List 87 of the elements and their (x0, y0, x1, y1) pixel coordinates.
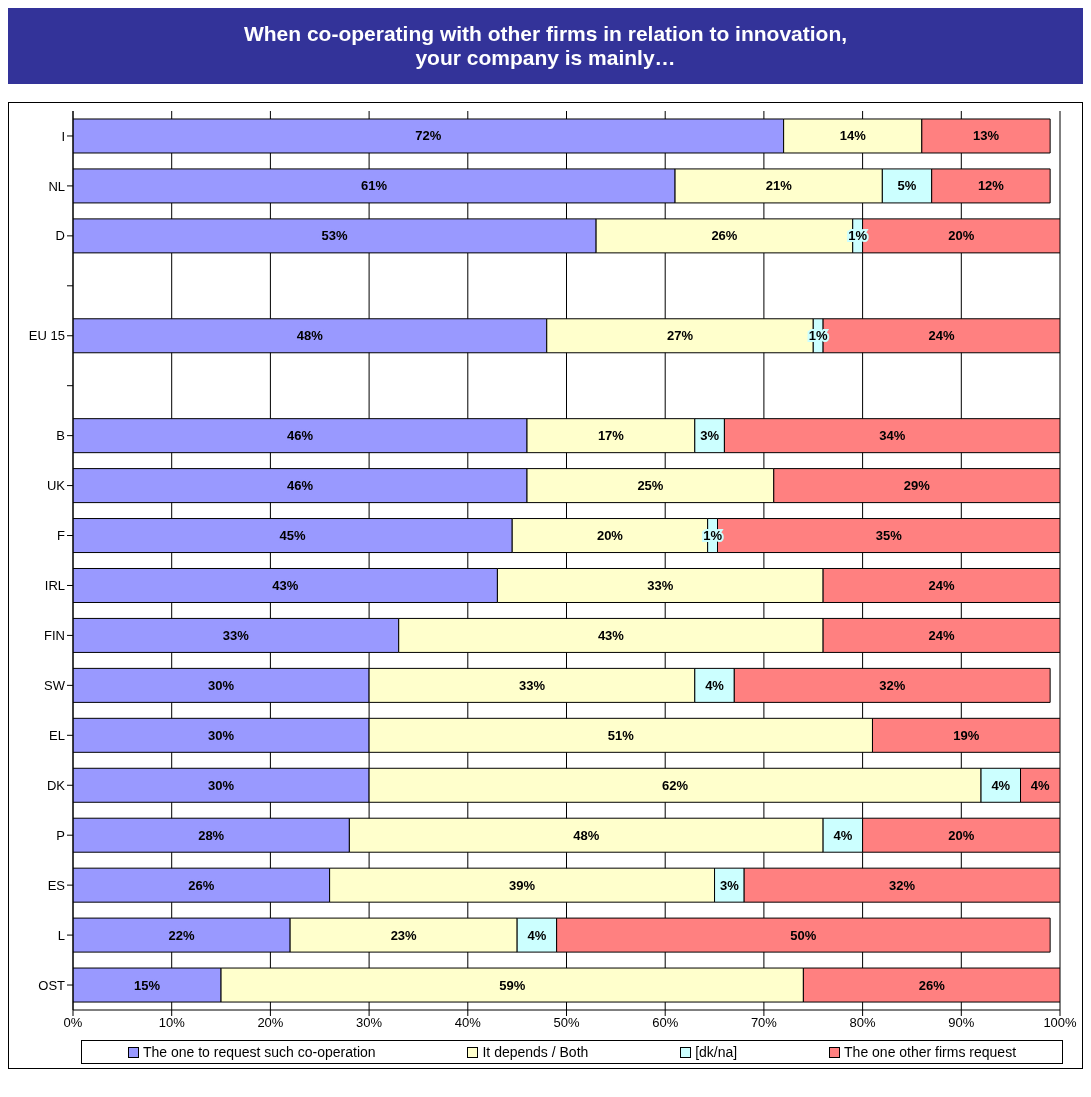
x-tick-label: 50% (553, 1015, 580, 1031)
data-label: 32% (889, 877, 916, 893)
data-label: 4% (1030, 777, 1051, 793)
legend-label: The one other firms request (843, 1044, 1017, 1060)
data-label: 5% (897, 178, 917, 194)
data-label: 30% (208, 677, 235, 693)
data-label: 20% (948, 827, 975, 843)
y-tick-label: B (56, 428, 65, 444)
data-label: 3% (719, 877, 740, 893)
data-label: 33% (222, 627, 250, 643)
data-label: 30% (208, 727, 235, 743)
y-tick-label: SW (44, 677, 66, 693)
data-label: 46% (286, 478, 314, 494)
data-label: 48% (573, 827, 600, 843)
data-label: 21% (765, 178, 793, 194)
y-tick-label: DK (46, 777, 66, 793)
x-tick-label: 40% (454, 1015, 482, 1031)
y-tick-label: I (61, 128, 65, 144)
data-label: 26% (188, 877, 215, 893)
data-label: 20% (948, 228, 975, 244)
y-tick-label: NL (48, 178, 65, 194)
data-label: 4% (833, 827, 853, 843)
data-label: 20% (596, 528, 624, 544)
x-tick-label: 0% (63, 1015, 83, 1031)
x-tick-label: 70% (750, 1015, 778, 1031)
data-label: 29% (903, 478, 931, 494)
data-label: 25% (637, 478, 664, 494)
y-tick-label: P (56, 827, 65, 843)
data-label: 13% (972, 128, 1000, 144)
data-label: 24% (928, 328, 955, 344)
x-tick-label: 30% (356, 1015, 383, 1031)
data-label: 22% (168, 927, 196, 943)
data-label: 23% (390, 927, 418, 943)
data-label: 45% (279, 528, 307, 544)
y-tick-label: UK (46, 478, 66, 494)
data-label: 43% (597, 627, 625, 643)
data-label: 48% (296, 328, 324, 344)
x-tick-label: 80% (849, 1015, 877, 1031)
data-label: 3% (700, 428, 720, 444)
y-tick-label: ES (47, 877, 66, 893)
legend-label: [dk/na] (694, 1044, 738, 1060)
data-label: 72% (415, 128, 442, 144)
data-label: 46% (286, 428, 314, 444)
data-label: 28% (198, 827, 225, 843)
y-tick-label: EU 15 (28, 328, 65, 344)
data-label: 59% (499, 977, 526, 993)
data-label: 24% (928, 627, 955, 643)
data-label: 53% (321, 228, 348, 244)
x-tick-label: 20% (257, 1015, 284, 1031)
y-tick-label: OST (38, 977, 66, 993)
data-label: 14% (839, 128, 867, 144)
data-label: 17% (597, 428, 625, 444)
data-label: 51% (607, 727, 635, 743)
y-tick-label: IRL (44, 578, 65, 594)
data-label: 4% (991, 777, 1011, 793)
data-label: 39% (509, 877, 536, 893)
data-label: 50% (790, 927, 817, 943)
data-label: 19% (953, 727, 980, 743)
data-label: 43% (272, 577, 299, 593)
x-tick-label: 100% (1043, 1015, 1078, 1031)
data-label: 35% (875, 528, 903, 544)
y-tick-label: D (55, 228, 65, 244)
data-label: 27% (666, 328, 694, 344)
chart-title: When co-operating with other firms in relation to innovation, your company is mainly… (242, 22, 849, 70)
data-label: 15% (134, 977, 161, 993)
data-label: 4% (705, 677, 725, 693)
data-label: 30% (208, 777, 235, 793)
y-tick-label: F (57, 528, 66, 544)
data-label: 26% (711, 228, 738, 244)
data-label: 26% (918, 977, 946, 993)
data-label: 32% (879, 677, 906, 693)
y-tick-label: L (57, 927, 65, 943)
data-label: 34% (879, 428, 906, 444)
data-label: 24% (928, 577, 955, 593)
x-tick-label: 10% (158, 1015, 186, 1031)
data-label: 33% (518, 677, 546, 693)
data-label: 61% (361, 178, 388, 194)
data-label: 12% (977, 178, 1005, 194)
data-label: 62% (662, 777, 689, 793)
legend-label: It depends / Both (481, 1044, 589, 1060)
legend-label: The one to request such co-operation (141, 1044, 376, 1060)
y-tick-label: EL (49, 727, 65, 743)
data-label: 4% (527, 927, 547, 943)
x-tick-label: 90% (948, 1015, 975, 1031)
data-label: 33% (647, 577, 674, 593)
x-tick-label: 60% (652, 1015, 679, 1031)
y-tick-label: FIN (44, 628, 65, 644)
